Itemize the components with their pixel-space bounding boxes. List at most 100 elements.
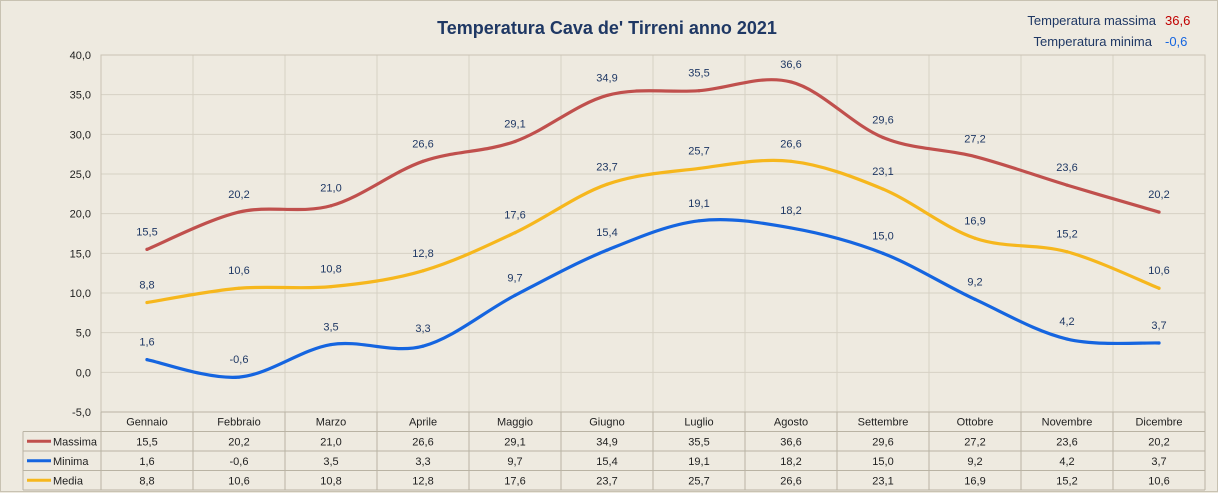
data-label-massima: 20,2: [1148, 189, 1169, 201]
table-cell: 26,6: [412, 436, 433, 448]
x-tick-label: Maggio: [497, 417, 533, 429]
table-cell: 3,7: [1151, 456, 1166, 468]
data-label-media: 10,6: [1148, 265, 1169, 277]
table-cell: -0,6: [230, 456, 249, 468]
x-tick-label: Settembre: [858, 417, 909, 429]
data-label-massima: 21,0: [320, 183, 341, 195]
data-label-minima: 1,6: [139, 337, 154, 349]
data-label-massima: 23,6: [1056, 162, 1077, 174]
point-minima: [145, 358, 149, 362]
data-label-media: 17,6: [504, 210, 525, 222]
table-cell: 3,5: [323, 456, 338, 468]
data-label-minima: 9,2: [967, 276, 982, 288]
data-label-minima: 4,2: [1059, 316, 1074, 328]
point-massima: [973, 154, 977, 159]
series-line-massima: [145, 78, 1161, 251]
stat-min-label: Temperatura minima: [1034, 34, 1153, 49]
y-axis: -5,0 0,0 5,0 10,0 15,0 20,0 25,0 30,0 35,0 40,0: [70, 50, 91, 419]
point-media: [789, 159, 793, 163]
data-label-minima: -0,6: [230, 354, 249, 366]
table-cell: 35,5: [688, 436, 709, 448]
table-cell: 20,2: [228, 436, 249, 448]
stat-max-label: Temperatura massima: [1027, 13, 1156, 28]
table-cell: 15,5: [136, 436, 157, 448]
table-cell: 10,6: [228, 475, 249, 487]
point-minima: [513, 293, 517, 297]
data-label-massima: 15,5: [136, 226, 157, 238]
data-label-minima: 15,4: [596, 227, 617, 239]
table-cell: 4,2: [1059, 456, 1074, 468]
point-media: [329, 285, 333, 289]
stat-max-value: 36,6: [1165, 13, 1190, 28]
stat-min-value: -0,6: [1165, 34, 1187, 49]
data-labels: 15,5 20,2 21,0 26,6 29,1 34,9 35,5 36,6 29,6 27,2…: [136, 59, 1169, 366]
y-tick-label: 5,0: [76, 328, 91, 340]
data-label-massima: 27,2: [964, 134, 985, 146]
table-cell: 9,2: [967, 456, 982, 468]
point-massima: [697, 89, 701, 93]
table-cell: 27,2: [964, 436, 985, 448]
table-cell: 18,2: [780, 456, 801, 468]
point-minima: [237, 375, 241, 379]
point-media: [1157, 286, 1161, 290]
point-minima: [973, 297, 977, 301]
table-cell: 34,9: [596, 436, 617, 448]
data-label-minima: 15,0: [872, 230, 893, 242]
y-tick-label: 20,0: [70, 209, 91, 221]
point-massima: [1157, 210, 1161, 214]
series-line-media: [145, 158, 1161, 305]
y-tick-label: 35,0: [70, 90, 91, 102]
table-cell: 16,9: [964, 475, 985, 487]
data-label-massima: 29,6: [872, 115, 893, 127]
table-cell: 1,6: [139, 456, 154, 468]
legend-label-media: Media: [53, 475, 84, 487]
point-media: [605, 182, 609, 186]
x-tick-label: Dicembre: [1135, 417, 1182, 429]
point-massima: [145, 247, 149, 251]
data-label-media: 15,2: [1056, 229, 1077, 241]
table-cell: 17,6: [504, 475, 525, 487]
data-label-media: 12,8: [412, 248, 433, 260]
point-massima: [881, 135, 885, 140]
point-massima: [513, 139, 517, 144]
table-cell: 12,8: [412, 475, 433, 487]
point-media: [145, 300, 149, 305]
data-label-media: 10,8: [320, 264, 341, 276]
x-tick-label: Aprile: [409, 417, 437, 429]
table-cell: 3,3: [415, 456, 430, 468]
x-tick-label: Giugno: [589, 417, 624, 429]
table-cell: 15,0: [872, 456, 893, 468]
point-media: [881, 187, 885, 191]
legend-label-minima: Minima: [53, 456, 89, 468]
table-cell: 26,6: [780, 475, 801, 487]
y-tick-label: 0,0: [76, 367, 91, 379]
table-cell: 10,6: [1148, 475, 1169, 487]
x-tick-label: Novembre: [1042, 417, 1093, 429]
y-tick-label: 30,0: [70, 129, 91, 141]
point-media: [421, 269, 425, 273]
chart-title: Temperatura Cava de' Tirreni anno 2021: [437, 18, 777, 38]
table-cell: 21,0: [320, 436, 341, 448]
y-tick-label: 40,0: [70, 50, 91, 62]
data-label-massima: 36,6: [780, 59, 801, 71]
table-cell: 29,1: [504, 436, 525, 448]
series-lines: [145, 78, 1161, 379]
table-cell: 29,6: [872, 436, 893, 448]
table-cell: 23,6: [1056, 436, 1077, 448]
data-label-minima: 9,7: [507, 272, 522, 284]
point-minima: [421, 344, 425, 348]
point-minima: [697, 219, 701, 223]
data-label-massima: 35,5: [688, 68, 709, 80]
point-massima: [1065, 183, 1069, 187]
legend-label-massima: Massima: [53, 436, 98, 448]
y-tick-label: 10,0: [70, 288, 91, 300]
x-tick-label: Ottobre: [957, 417, 994, 429]
table-cell: 9,7: [507, 456, 522, 468]
table-cell: 25,7: [688, 475, 709, 487]
point-media: [1065, 250, 1069, 254]
point-minima: [605, 248, 609, 252]
data-label-media: 23,7: [596, 161, 617, 173]
point-minima: [789, 226, 793, 230]
